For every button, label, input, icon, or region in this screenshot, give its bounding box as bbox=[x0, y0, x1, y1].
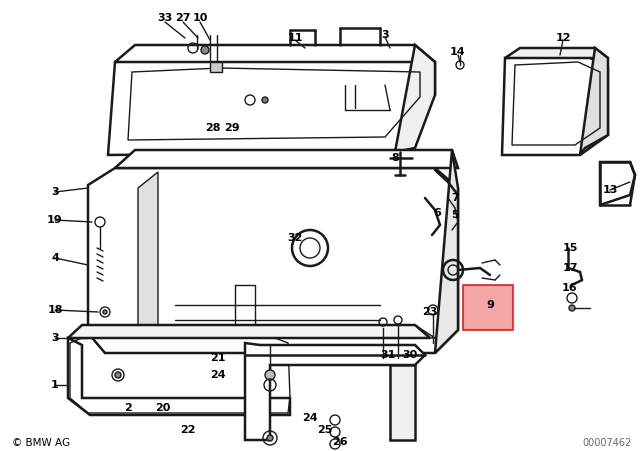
Polygon shape bbox=[395, 45, 435, 152]
Text: 24: 24 bbox=[210, 370, 226, 380]
Text: 24: 24 bbox=[302, 413, 317, 423]
Text: 3: 3 bbox=[51, 333, 59, 343]
Polygon shape bbox=[390, 365, 415, 440]
Text: 19: 19 bbox=[47, 215, 63, 225]
Polygon shape bbox=[68, 338, 290, 415]
Text: 8: 8 bbox=[391, 153, 399, 163]
Polygon shape bbox=[115, 150, 458, 168]
Text: 33: 33 bbox=[157, 13, 173, 23]
Text: 2: 2 bbox=[124, 403, 132, 413]
Text: 15: 15 bbox=[562, 243, 578, 253]
Text: 29: 29 bbox=[224, 123, 240, 133]
Text: 14: 14 bbox=[450, 47, 466, 57]
Text: 10: 10 bbox=[193, 13, 207, 23]
Text: 18: 18 bbox=[47, 305, 62, 315]
Circle shape bbox=[265, 370, 275, 380]
Circle shape bbox=[569, 305, 575, 311]
Text: 27: 27 bbox=[175, 13, 191, 23]
Circle shape bbox=[103, 310, 107, 314]
Text: 21: 21 bbox=[210, 353, 226, 363]
Polygon shape bbox=[138, 325, 435, 338]
Text: 30: 30 bbox=[402, 350, 417, 360]
Text: 20: 20 bbox=[155, 403, 171, 413]
Bar bbox=[210, 62, 222, 72]
Text: 00007462: 00007462 bbox=[583, 438, 632, 448]
Polygon shape bbox=[115, 45, 435, 62]
Text: 25: 25 bbox=[317, 425, 333, 435]
Polygon shape bbox=[138, 172, 158, 338]
Text: 23: 23 bbox=[422, 307, 438, 317]
Polygon shape bbox=[88, 168, 458, 353]
Polygon shape bbox=[502, 55, 608, 155]
Text: 3: 3 bbox=[51, 187, 59, 197]
Bar bbox=[463, 285, 513, 330]
Text: 31: 31 bbox=[381, 350, 395, 360]
Polygon shape bbox=[580, 48, 608, 155]
Polygon shape bbox=[245, 343, 425, 440]
Circle shape bbox=[267, 435, 273, 441]
Text: 13: 13 bbox=[602, 185, 618, 195]
Text: © BMW AG: © BMW AG bbox=[12, 438, 70, 448]
Text: 28: 28 bbox=[205, 123, 221, 133]
Polygon shape bbox=[108, 55, 435, 155]
Text: 32: 32 bbox=[287, 233, 303, 243]
Text: 22: 22 bbox=[180, 425, 196, 435]
Text: 1: 1 bbox=[51, 380, 59, 390]
Polygon shape bbox=[600, 162, 635, 205]
Circle shape bbox=[201, 46, 209, 54]
Circle shape bbox=[262, 97, 268, 103]
Text: 3: 3 bbox=[381, 30, 389, 40]
Polygon shape bbox=[505, 48, 608, 58]
Text: 11: 11 bbox=[287, 33, 303, 43]
Text: 26: 26 bbox=[332, 437, 348, 447]
Text: 12: 12 bbox=[555, 33, 571, 43]
Text: 4: 4 bbox=[51, 253, 59, 263]
Polygon shape bbox=[68, 325, 430, 338]
Text: 6: 6 bbox=[433, 208, 441, 218]
Circle shape bbox=[115, 372, 121, 378]
Text: 5: 5 bbox=[451, 210, 459, 220]
Text: 17: 17 bbox=[562, 263, 578, 273]
Text: 16: 16 bbox=[562, 283, 578, 293]
Text: 7: 7 bbox=[451, 193, 459, 203]
Polygon shape bbox=[435, 150, 458, 353]
Text: 9: 9 bbox=[486, 300, 494, 310]
